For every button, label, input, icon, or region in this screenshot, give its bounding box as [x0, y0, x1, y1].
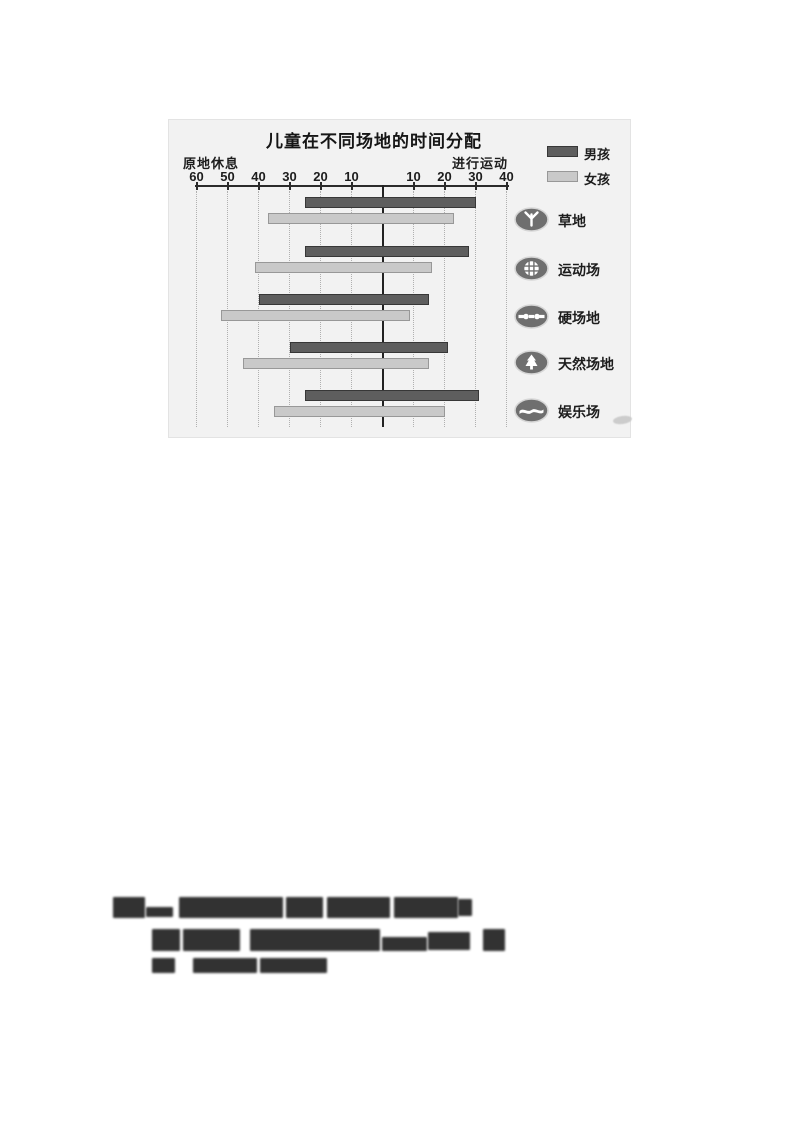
blurred-text-line-1-seg-4: [428, 932, 470, 950]
blurred-text-line-0-seg-3: [286, 897, 323, 918]
blurred-text-line-1-seg-3: [382, 937, 427, 951]
axis-tick-mark-right-3: [505, 182, 508, 190]
legend-swatch-0: [547, 146, 578, 157]
amusement-icon: [513, 397, 550, 424]
axis-tick-mark-left-3: [288, 182, 291, 190]
gridline-left-3: [289, 191, 290, 427]
axis-tick-mark-left-5: [350, 182, 353, 190]
gridline-left-1: [227, 191, 228, 427]
chart-title: 儿童在不同场地的时间分配: [266, 132, 482, 151]
bar-girls-3: [243, 358, 429, 369]
natural-site-icon: [513, 349, 550, 376]
gridline-right-3: [506, 191, 507, 427]
legend-swatch-1: [547, 171, 578, 182]
blurred-text-line-2-seg-1: [193, 958, 257, 973]
bar-boys-0: [305, 197, 476, 208]
axis-tick-label-right-1: 20: [437, 169, 452, 184]
axis-tick-mark-left-4: [319, 182, 322, 190]
axis-tick-label-left-4: 20: [313, 169, 328, 184]
category-label-2: 硬场地: [558, 310, 600, 326]
category-label-3: 天然场地: [558, 356, 614, 372]
blurred-text-line-0-seg-1: [146, 907, 173, 917]
blurred-text-line-1-seg-5: [483, 929, 505, 951]
gridline-left-5: [351, 191, 352, 427]
blurred-text-line-0-seg-0: [113, 897, 145, 918]
sports-field-icon: [513, 255, 550, 282]
center-zero-line: [382, 185, 384, 427]
legend-label-1: 女孩: [584, 172, 611, 187]
blurred-text-line-1-seg-0: [152, 929, 180, 951]
bar-boys-2: [258, 294, 429, 305]
gridline-left-0: [196, 191, 197, 427]
blurred-text-line-0-seg-2: [179, 897, 283, 918]
grass-icon: [513, 206, 550, 233]
axis-tick-label-left-0: 60: [189, 169, 204, 184]
blurred-text-line-2-seg-0: [152, 958, 175, 973]
time-allocation-chart: 儿童在不同场地的时间分配 原地休息 进行运动 60 50 40 30 20 10 10 20 3…: [168, 119, 631, 438]
category-label-0: 草地: [558, 213, 586, 229]
gridline-right-2: [475, 191, 476, 427]
axis-tick-label-right-3: 40: [499, 169, 514, 184]
gridline-right-0: [413, 191, 414, 427]
axis-tick-label-left-3: 30: [282, 169, 297, 184]
axis-tick-mark-right-0: [412, 182, 415, 190]
blurred-text-line-0-seg-5: [394, 897, 458, 918]
axis-tick-label-left-2: 40: [251, 169, 266, 184]
bar-girls-1: [255, 262, 433, 273]
blurred-text-line-2-seg-2: [260, 958, 327, 973]
category-label-4: 娱乐场: [558, 404, 600, 420]
blurred-text-line-1-seg-1: [183, 929, 240, 951]
axis-tick-mark-left-1: [226, 182, 229, 190]
legend-label-0: 男孩: [584, 147, 611, 162]
axis-tick-label-left-5: 10: [344, 169, 359, 184]
axis-tick-mark-right-2: [474, 182, 477, 190]
right-axis-label: 进行运动: [452, 156, 509, 171]
category-label-1: 运动场: [558, 262, 600, 278]
bar-girls-4: [274, 406, 445, 417]
bar-boys-3: [289, 342, 448, 353]
axis-tick-label-left-1: 50: [220, 169, 235, 184]
gridline-right-1: [444, 191, 445, 427]
axis-tick-mark-left-2: [257, 182, 260, 190]
bar-girls-0: [267, 213, 454, 224]
bar-boys-4: [305, 390, 479, 401]
left-axis-label: 原地休息: [183, 156, 240, 171]
bar-boys-1: [305, 246, 470, 257]
gridline-left-2: [258, 191, 259, 427]
axis-tick-label-right-0: 10: [406, 169, 421, 184]
bar-girls-2: [221, 310, 411, 321]
axis-tick-mark-left-0: [195, 182, 198, 190]
blurred-text-line-1-seg-2: [250, 929, 380, 951]
gridline-left-4: [320, 191, 321, 427]
blurred-text-line-0-seg-4: [327, 897, 390, 918]
axis-tick-mark-right-1: [443, 182, 446, 190]
hard-court-icon: [513, 303, 550, 330]
blurred-text-line-0-seg-6: [458, 899, 472, 916]
axis-tick-label-right-2: 30: [468, 169, 483, 184]
